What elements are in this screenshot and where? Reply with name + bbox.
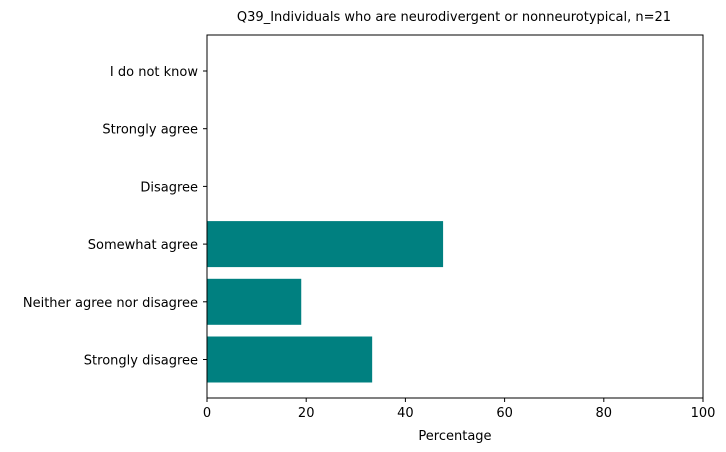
y-tick-label: Strongly disagree: [84, 354, 198, 369]
bar-strongly-disagree: [207, 336, 373, 383]
plot-frame: [206, 34, 704, 399]
y-axis: Strongly disagree Neither agree nor disag…: [23, 65, 207, 369]
x-tick-label: 40: [397, 406, 414, 421]
x-axis: 0 20 40 60 80 100: [203, 398, 716, 421]
bar-neither-agree-nor-disagree: [207, 278, 302, 325]
y-tick-label: Somewhat agree: [88, 238, 198, 253]
bar-somewhat-agree: [207, 221, 444, 268]
x-tick-label: 0: [203, 406, 211, 421]
x-tick-label: 20: [298, 406, 315, 421]
chart-title: Q39_Individuals who are neurodivergent o…: [237, 10, 671, 25]
x-tick-label: 100: [691, 406, 716, 421]
x-axis-label: Percentage: [418, 429, 491, 444]
x-tick-label: 80: [596, 406, 613, 421]
y-tick-label: I do not know: [110, 65, 198, 80]
x-tick-label: 60: [496, 406, 513, 421]
y-tick-label: Strongly agree: [102, 123, 198, 138]
y-tick-label: Neither agree nor disagree: [23, 296, 198, 311]
y-tick-label: Disagree: [140, 180, 198, 195]
bars-group: [207, 221, 444, 383]
